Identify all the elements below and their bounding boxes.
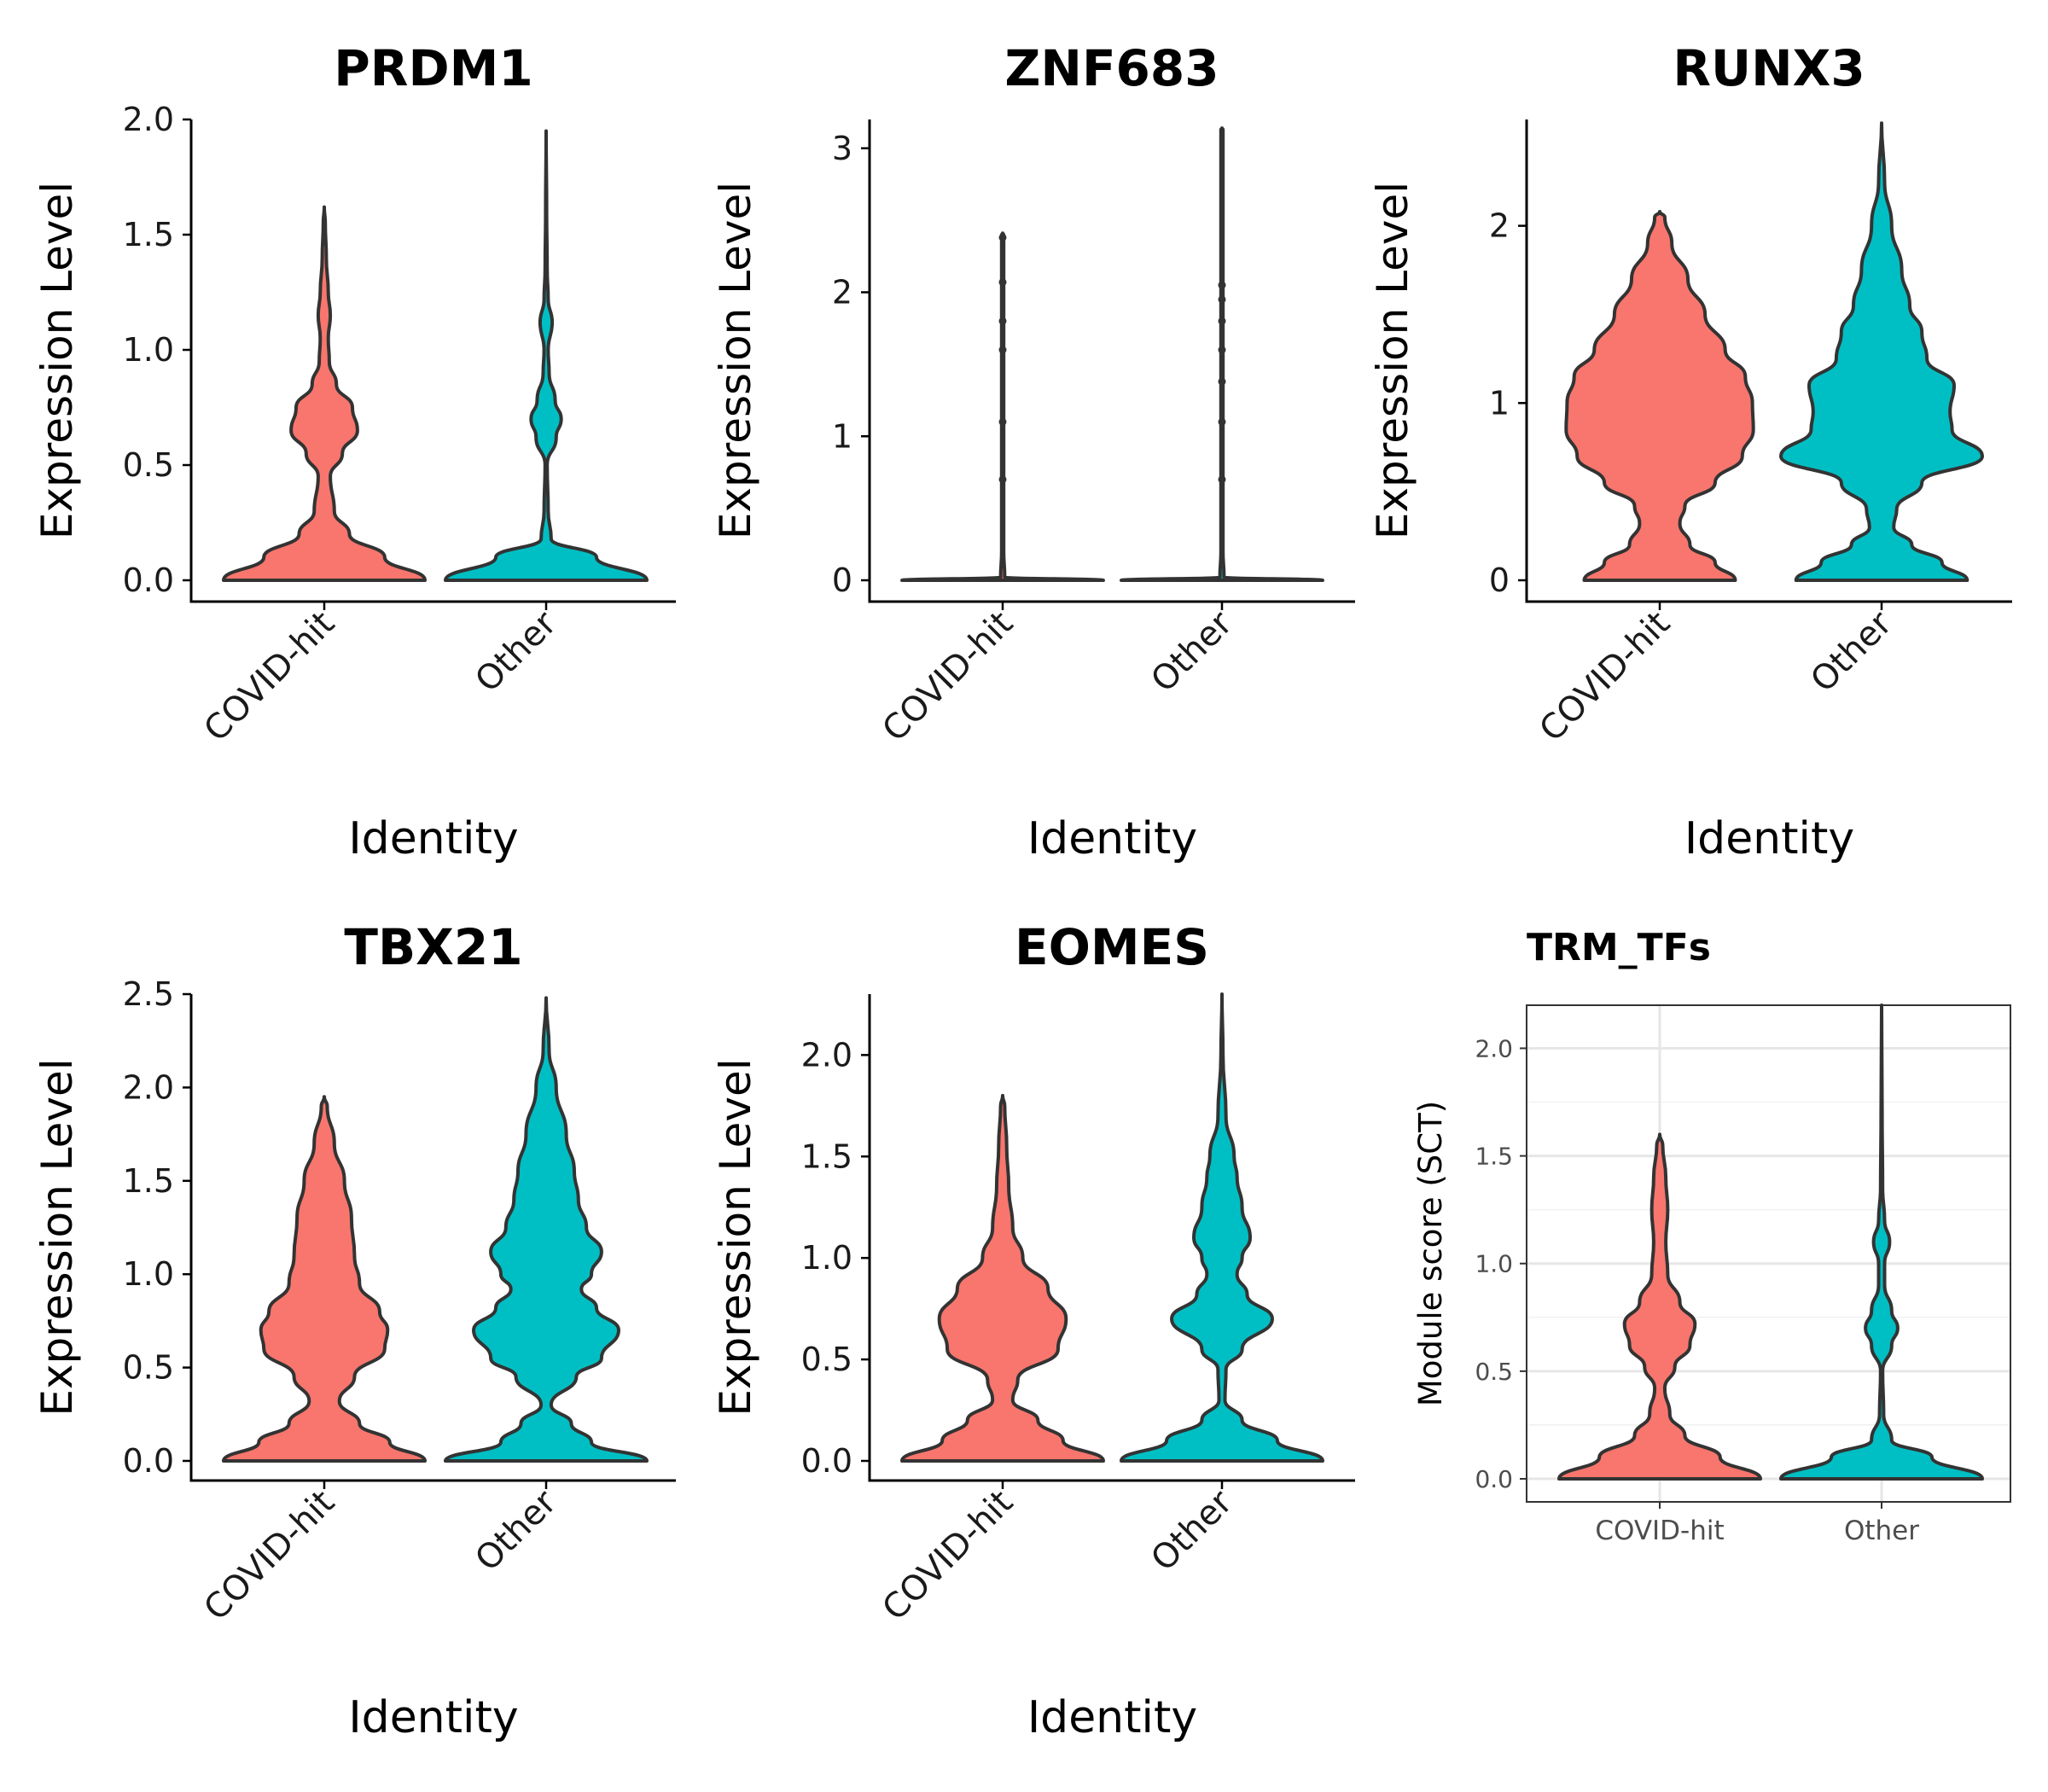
y-tick-label: 1.5 — [801, 1137, 852, 1175]
x-tick-label: Other — [1143, 603, 1240, 700]
outlier-point — [1218, 281, 1226, 289]
y-tick-label: 0 — [1489, 561, 1510, 599]
y-tick-label: 2.5 — [123, 975, 174, 1013]
chart-panel-prdm1: 0.0 0.5 1.0 1.5 2.0 COVID-hit Other PRDM1 Expres… — [32, 39, 676, 864]
outlier-point — [998, 346, 1007, 354]
outlier-point — [998, 317, 1007, 325]
axis-lines — [1525, 119, 2012, 603]
outlier-point — [1218, 346, 1226, 354]
outlier-point — [1218, 295, 1226, 304]
panel-title: PRDM1 — [334, 39, 532, 97]
chart-panel-tbx21: 0.0 0.5 1.0 1.5 2.0 2.5 COVID-hit Other TBX21 Exp… — [32, 918, 676, 1743]
violin-covid-hit — [1557, 1132, 1762, 1481]
x-axis-label: Identity — [348, 813, 518, 864]
outlier-point — [998, 278, 1007, 287]
y-axis-label: Expression Level — [711, 1058, 760, 1416]
y-tick-label: 1.5 — [123, 1162, 174, 1200]
panel-border — [1526, 1004, 2011, 1503]
x-tick-label: COVID-hit — [875, 604, 1021, 750]
y-tick-label: 3 — [832, 130, 852, 167]
y-tick-label: 1.0 — [123, 331, 174, 369]
y-axis-label: Expression Level — [32, 182, 82, 539]
violin-other — [444, 129, 649, 582]
y-axis-label: Module score (SCT) — [1412, 1101, 1449, 1406]
violin-other — [1779, 121, 1984, 582]
y-tick-label: 1 — [1489, 384, 1510, 422]
panel-title: TBX21 — [344, 918, 522, 976]
y-axis-label: Expression Level — [1368, 182, 1417, 539]
y-tick-label: 0.5 — [123, 1349, 174, 1387]
outlier-point — [998, 417, 1007, 426]
axis-lines — [189, 994, 676, 1482]
y-tick-label: 2.0 — [801, 1036, 852, 1073]
x-tick-label: Other — [468, 603, 564, 700]
violin-other — [1120, 126, 1324, 582]
x-axis-label: Identity — [1684, 813, 1854, 864]
violin-covid-hit — [900, 1093, 1105, 1463]
violin-covid-hit — [222, 205, 427, 582]
violin-other — [1120, 992, 1324, 1463]
y-tick-label: 2.0 — [123, 101, 174, 138]
y-tick-label: 2.0 — [123, 1068, 174, 1106]
outlier-point — [998, 475, 1007, 484]
y-tick-label: 2 — [1489, 207, 1510, 245]
y-tick-label: 0.5 — [801, 1341, 852, 1378]
x-tick-label: COVID-hit — [1595, 1516, 1724, 1546]
x-tick-label: Other — [1803, 603, 1900, 700]
y-tick-label: 2.0 — [1475, 1034, 1513, 1062]
y-tick-label: 0.0 — [123, 561, 174, 599]
x-tick-label: Other — [1844, 1516, 1919, 1546]
chart-panel-eomes: 0.0 0.5 1.0 1.5 2.0 COVID-hit Other EOMES Expres… — [711, 918, 1355, 1743]
y-tick-label: 0.5 — [1475, 1358, 1513, 1386]
x-tick-label: Other — [468, 1482, 564, 1579]
y-tick-label: 0.5 — [123, 446, 174, 484]
panel-title: EOMES — [1015, 918, 1209, 976]
y-tick-label: 1.0 — [123, 1255, 174, 1293]
chart-panel-trm-tfs: 0.0 0.5 1.0 1.5 2.0 COVID-hit Other TRM_TFs Modu… — [1412, 926, 2011, 1546]
outlier-point — [1218, 417, 1226, 426]
chart-panel-znf683: 0 1 2 3 COVID-hit Other ZNF683 Expression Level… — [711, 39, 1355, 864]
x-tick-label: COVID-hit — [875, 1483, 1021, 1629]
x-axis-label: Identity — [1027, 813, 1197, 864]
y-tick-label: 1.0 — [1475, 1250, 1513, 1278]
violin-covid-hit — [222, 1095, 427, 1463]
y-tick-label: 1.5 — [123, 216, 174, 253]
violin-covid-hit — [1564, 210, 1755, 582]
chart-panel-runx3: 0 1 2 COVID-hit Other RUNX3 Expression Level Id… — [1368, 39, 2012, 864]
panel-title: TRM_TFs — [1527, 926, 1711, 969]
violin-other — [444, 996, 649, 1463]
y-tick-label: 1.5 — [1475, 1143, 1513, 1171]
x-axis-label: Identity — [1027, 1692, 1197, 1743]
y-tick-label: 0.0 — [123, 1442, 174, 1480]
y-tick-label: 2 — [832, 274, 852, 311]
y-tick-label: 0 — [832, 561, 852, 599]
outlier-point — [1218, 317, 1226, 325]
y-tick-label: 1.0 — [801, 1239, 852, 1277]
x-axis-label: Identity — [348, 1692, 518, 1743]
axis-lines — [868, 994, 1355, 1482]
panel-title: RUNX3 — [1673, 39, 1865, 97]
axis-lines — [868, 119, 1355, 603]
panel-title: ZNF683 — [1004, 39, 1219, 97]
x-tick-label: COVID-hit — [196, 1483, 342, 1629]
x-tick-label: Other — [1143, 1482, 1240, 1579]
violin-covid-hit — [900, 231, 1105, 582]
y-tick-label: 0.0 — [1475, 1465, 1513, 1493]
y-axis-label: Expression Level — [32, 1058, 82, 1416]
axis-lines — [189, 119, 676, 603]
y-tick-label: 0.0 — [801, 1442, 852, 1480]
x-tick-label: COVID-hit — [1532, 604, 1678, 750]
y-tick-label: 1 — [832, 417, 852, 455]
outlier-point — [998, 233, 1007, 241]
x-tick-label: COVID-hit — [196, 604, 342, 750]
violin-other — [1779, 1004, 1984, 1481]
y-axis-label: Expression Level — [711, 182, 760, 539]
outlier-point — [1218, 377, 1226, 386]
outlier-point — [1218, 475, 1226, 484]
